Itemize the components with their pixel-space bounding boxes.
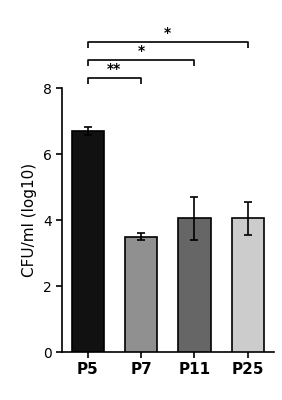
- Bar: [232, 218, 264, 352]
- Bar: [179, 218, 211, 352]
- Text: *: *: [138, 44, 145, 58]
- Bar: [125, 236, 157, 352]
- Bar: [72, 131, 104, 352]
- Y-axis label: CFU/ml (log10): CFU/ml (log10): [22, 163, 37, 277]
- Text: *: *: [164, 26, 171, 40]
- Text: **: **: [107, 62, 122, 76]
